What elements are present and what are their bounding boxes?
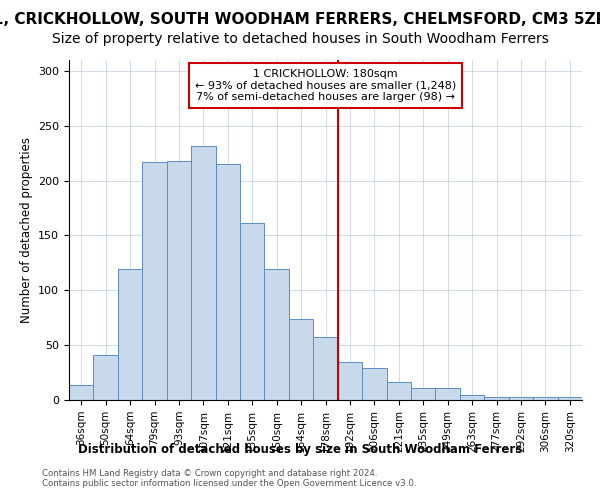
Bar: [118, 270, 142, 400]
Bar: [533, 396, 557, 400]
Text: 1 CRICKHOLLOW: 180sqm
← 93% of detached houses are smaller (1,248)
7% of semi-de: 1 CRICKHOLLOW: 180sqm ← 93% of detached …: [195, 69, 456, 102]
Bar: [386, 382, 411, 400]
Bar: [191, 146, 215, 400]
Bar: [313, 338, 338, 400]
Bar: [215, 164, 240, 400]
Bar: [265, 270, 289, 400]
Bar: [484, 396, 509, 400]
Bar: [69, 384, 94, 400]
Bar: [557, 396, 582, 400]
Text: Contains public sector information licensed under the Open Government Licence v3: Contains public sector information licen…: [42, 478, 416, 488]
Text: Size of property relative to detached houses in South Woodham Ferrers: Size of property relative to detached ho…: [52, 32, 548, 46]
Text: 1, CRICKHOLLOW, SOUTH WOODHAM FERRERS, CHELMSFORD, CM3 5ZR: 1, CRICKHOLLOW, SOUTH WOODHAM FERRERS, C…: [0, 12, 600, 28]
Bar: [338, 362, 362, 400]
Text: Contains HM Land Registry data © Crown copyright and database right 2024.: Contains HM Land Registry data © Crown c…: [42, 468, 377, 477]
Bar: [289, 319, 313, 400]
Bar: [411, 388, 436, 400]
Bar: [167, 161, 191, 400]
Bar: [142, 162, 167, 400]
Y-axis label: Number of detached properties: Number of detached properties: [20, 137, 32, 323]
Bar: [362, 368, 386, 400]
Bar: [94, 355, 118, 400]
Text: Distribution of detached houses by size in South Woodham Ferrers: Distribution of detached houses by size …: [78, 442, 522, 456]
Bar: [509, 396, 533, 400]
Bar: [436, 388, 460, 400]
Bar: [460, 394, 484, 400]
Bar: [240, 224, 265, 400]
